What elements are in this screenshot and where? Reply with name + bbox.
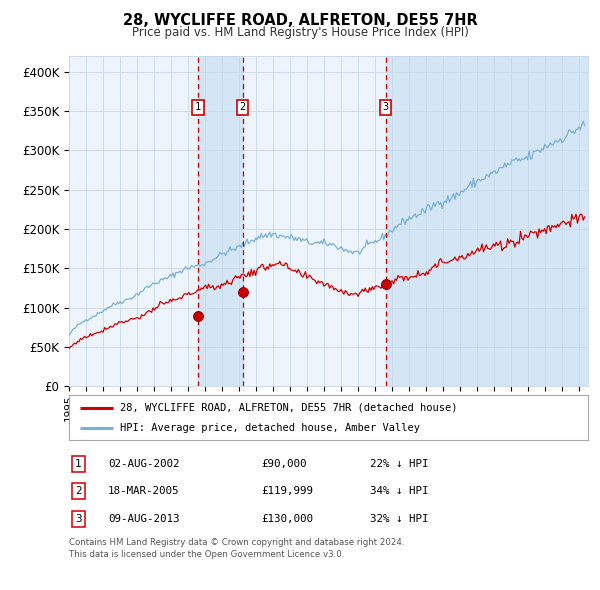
Text: 3: 3 [75,513,82,523]
Text: 09-AUG-2013: 09-AUG-2013 [108,513,179,523]
Text: 28, WYCLIFFE ROAD, ALFRETON, DE55 7HR (detached house): 28, WYCLIFFE ROAD, ALFRETON, DE55 7HR (d… [120,403,457,412]
Text: £130,000: £130,000 [261,513,313,523]
Text: £119,999: £119,999 [261,486,313,496]
Text: £90,000: £90,000 [261,459,307,469]
Text: 2: 2 [75,486,82,496]
Text: 02-AUG-2002: 02-AUG-2002 [108,459,179,469]
Text: Contains HM Land Registry data © Crown copyright and database right 2024.: Contains HM Land Registry data © Crown c… [69,538,404,547]
Text: 1: 1 [75,459,82,469]
Bar [386,56,588,386]
Text: 2: 2 [239,102,246,112]
Text: 28, WYCLIFFE ROAD, ALFRETON, DE55 7HR: 28, WYCLIFFE ROAD, ALFRETON, DE55 7HR [122,13,478,28]
Text: Price paid vs. HM Land Registry's House Price Index (HPI): Price paid vs. HM Land Registry's House … [131,26,469,39]
Text: 34% ↓ HPI: 34% ↓ HPI [370,486,428,496]
Bar [198,56,243,386]
Text: 3: 3 [383,102,389,112]
Text: 1: 1 [195,102,201,112]
Text: This data is licensed under the Open Government Licence v3.0.: This data is licensed under the Open Gov… [69,550,344,559]
Text: 18-MAR-2005: 18-MAR-2005 [108,486,179,496]
Text: 22% ↓ HPI: 22% ↓ HPI [370,459,428,469]
Text: 32% ↓ HPI: 32% ↓ HPI [370,513,428,523]
Text: HPI: Average price, detached house, Amber Valley: HPI: Average price, detached house, Ambe… [120,422,420,432]
